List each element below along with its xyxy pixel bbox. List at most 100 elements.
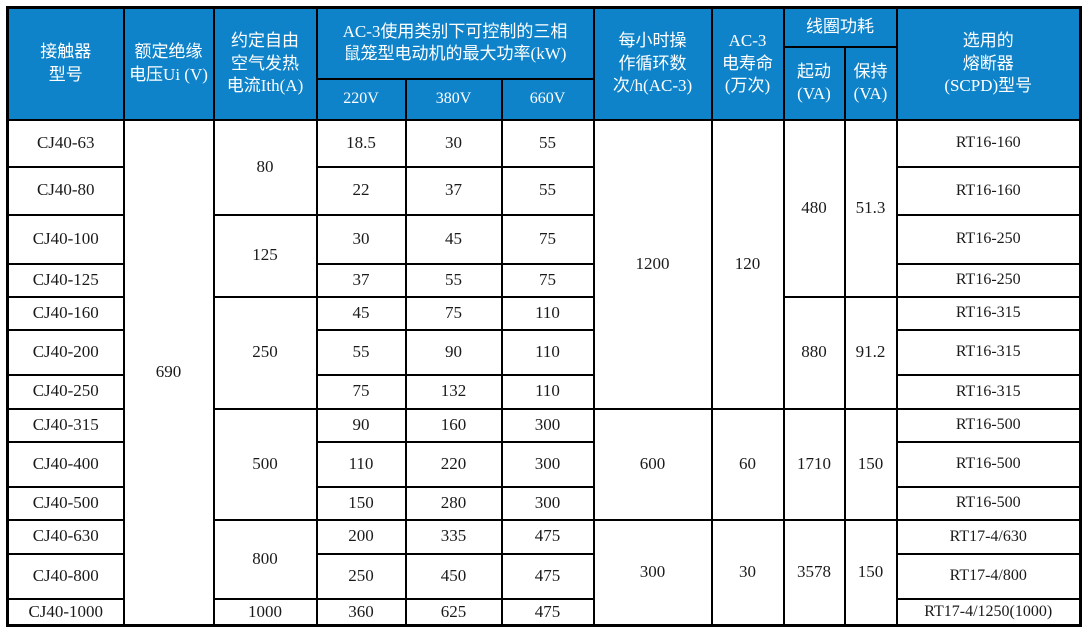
model-cell: CJ40-315 bbox=[6, 407, 125, 443]
ith-cell: 1000 bbox=[212, 597, 318, 627]
header-380v: 380V bbox=[404, 77, 503, 121]
fuse-cell: RT17-4/800 bbox=[895, 552, 1082, 600]
insulation-voltage-cell: 690 bbox=[122, 118, 215, 627]
p660-cell: 110 bbox=[500, 373, 595, 410]
p380-cell: 75 bbox=[404, 295, 503, 331]
ith-cell: 80 bbox=[212, 118, 318, 216]
fuse-cell: RT16-500 bbox=[895, 440, 1082, 488]
p660-cell: 110 bbox=[500, 295, 595, 331]
life-cell: 60 bbox=[710, 407, 785, 521]
model-cell: CJ40-1000 bbox=[6, 597, 125, 627]
p220-cell: 200 bbox=[315, 518, 407, 555]
fuse-cell: RT17-4/630 bbox=[895, 518, 1082, 555]
cycles-cell: 300 bbox=[592, 518, 713, 627]
fuse-cell: RT17-4/1250(1000) bbox=[895, 597, 1082, 627]
p220-cell: 18.5 bbox=[315, 118, 407, 168]
ith-cell: 500 bbox=[212, 407, 318, 521]
p380-cell: 45 bbox=[404, 213, 503, 265]
header-coil-start: 起动 (VA) bbox=[782, 45, 846, 121]
header-insulation-voltage: 额定绝缘 电压Ui (V) bbox=[122, 6, 215, 121]
cycles-cell: 600 bbox=[592, 407, 713, 521]
fuse-cell: RT16-250 bbox=[895, 213, 1082, 265]
coil-start-cell: 880 bbox=[782, 295, 846, 410]
model-cell: CJ40-80 bbox=[6, 165, 125, 216]
fuse-cell: RT16-160 bbox=[895, 165, 1082, 216]
p660-cell: 300 bbox=[500, 440, 595, 488]
fuse-cell: RT16-315 bbox=[895, 295, 1082, 331]
coil-start-cell: 1710 bbox=[782, 407, 846, 521]
header-coil-power-group: 线圈功耗 bbox=[782, 6, 898, 48]
p660-cell: 110 bbox=[500, 328, 595, 376]
p380-cell: 335 bbox=[404, 518, 503, 555]
p220-cell: 150 bbox=[315, 485, 407, 521]
p660-cell: 475 bbox=[500, 552, 595, 600]
p380-cell: 220 bbox=[404, 440, 503, 488]
header-ac3-power-group: AC-3使用类别下可控制的三相 鼠笼型电动机的最大功率(kW) bbox=[315, 6, 595, 80]
p660-cell: 55 bbox=[500, 165, 595, 216]
header-fuse: 选用的 熔断器 (SCPD)型号 bbox=[895, 6, 1082, 121]
cycles-cell: 1200 bbox=[592, 118, 713, 410]
model-cell: CJ40-125 bbox=[6, 262, 125, 298]
ith-cell: 125 bbox=[212, 213, 318, 298]
p380-cell: 90 bbox=[404, 328, 503, 376]
contactor-spec-table: 接触器 型号 额定绝缘 电压Ui (V) 约定自由 空气发热 电流Ith(A) … bbox=[6, 6, 1082, 627]
p380-cell: 625 bbox=[404, 597, 503, 627]
header-660v: 660V bbox=[500, 77, 595, 121]
p660-cell: 475 bbox=[500, 518, 595, 555]
p380-cell: 37 bbox=[404, 165, 503, 216]
model-cell: CJ40-630 bbox=[6, 518, 125, 555]
p380-cell: 280 bbox=[404, 485, 503, 521]
p220-cell: 55 bbox=[315, 328, 407, 376]
p220-cell: 360 bbox=[315, 597, 407, 627]
model-cell: CJ40-160 bbox=[6, 295, 125, 331]
model-cell: CJ40-800 bbox=[6, 552, 125, 600]
ith-cell: 800 bbox=[212, 518, 318, 600]
ith-cell: 250 bbox=[212, 295, 318, 410]
p380-cell: 160 bbox=[404, 407, 503, 443]
header-220v: 220V bbox=[315, 77, 407, 121]
coil-hold-cell: 91.2 bbox=[843, 295, 898, 410]
life-cell: 120 bbox=[710, 118, 785, 410]
coil-hold-cell: 150 bbox=[843, 518, 898, 627]
coil-start-cell: 480 bbox=[782, 118, 846, 298]
header-cycles-per-hour: 每小时操 作循环数 次/h(AC-3) bbox=[592, 6, 713, 121]
fuse-cell: RT16-500 bbox=[895, 407, 1082, 443]
p660-cell: 300 bbox=[500, 485, 595, 521]
fuse-cell: RT16-500 bbox=[895, 485, 1082, 521]
fuse-cell: RT16-315 bbox=[895, 373, 1082, 410]
p660-cell: 300 bbox=[500, 407, 595, 443]
p220-cell: 45 bbox=[315, 295, 407, 331]
p660-cell: 75 bbox=[500, 213, 595, 265]
p660-cell: 75 bbox=[500, 262, 595, 298]
life-cell: 30 bbox=[710, 518, 785, 627]
p380-cell: 55 bbox=[404, 262, 503, 298]
coil-start-cell: 3578 bbox=[782, 518, 846, 627]
model-cell: CJ40-100 bbox=[6, 213, 125, 265]
coil-hold-cell: 150 bbox=[843, 407, 898, 521]
p220-cell: 75 bbox=[315, 373, 407, 410]
p220-cell: 250 bbox=[315, 552, 407, 600]
fuse-cell: RT16-160 bbox=[895, 118, 1082, 168]
header-model: 接触器 型号 bbox=[6, 6, 125, 121]
coil-hold-cell: 51.3 bbox=[843, 118, 898, 298]
p220-cell: 22 bbox=[315, 165, 407, 216]
p220-cell: 110 bbox=[315, 440, 407, 488]
p380-cell: 30 bbox=[404, 118, 503, 168]
model-cell: CJ40-500 bbox=[6, 485, 125, 521]
fuse-cell: RT16-250 bbox=[895, 262, 1082, 298]
header-coil-hold: 保持 (VA) bbox=[843, 45, 898, 121]
p660-cell: 475 bbox=[500, 597, 595, 627]
p660-cell: 55 bbox=[500, 118, 595, 168]
p220-cell: 30 bbox=[315, 213, 407, 265]
p220-cell: 37 bbox=[315, 262, 407, 298]
model-cell: CJ40-400 bbox=[6, 440, 125, 488]
model-cell: CJ40-250 bbox=[6, 373, 125, 410]
p380-cell: 450 bbox=[404, 552, 503, 600]
p380-cell: 132 bbox=[404, 373, 503, 410]
model-cell: CJ40-63 bbox=[6, 118, 125, 168]
fuse-cell: RT16-315 bbox=[895, 328, 1082, 376]
header-thermal-current: 约定自由 空气发热 电流Ith(A) bbox=[212, 6, 318, 121]
model-cell: CJ40-200 bbox=[6, 328, 125, 376]
p220-cell: 90 bbox=[315, 407, 407, 443]
